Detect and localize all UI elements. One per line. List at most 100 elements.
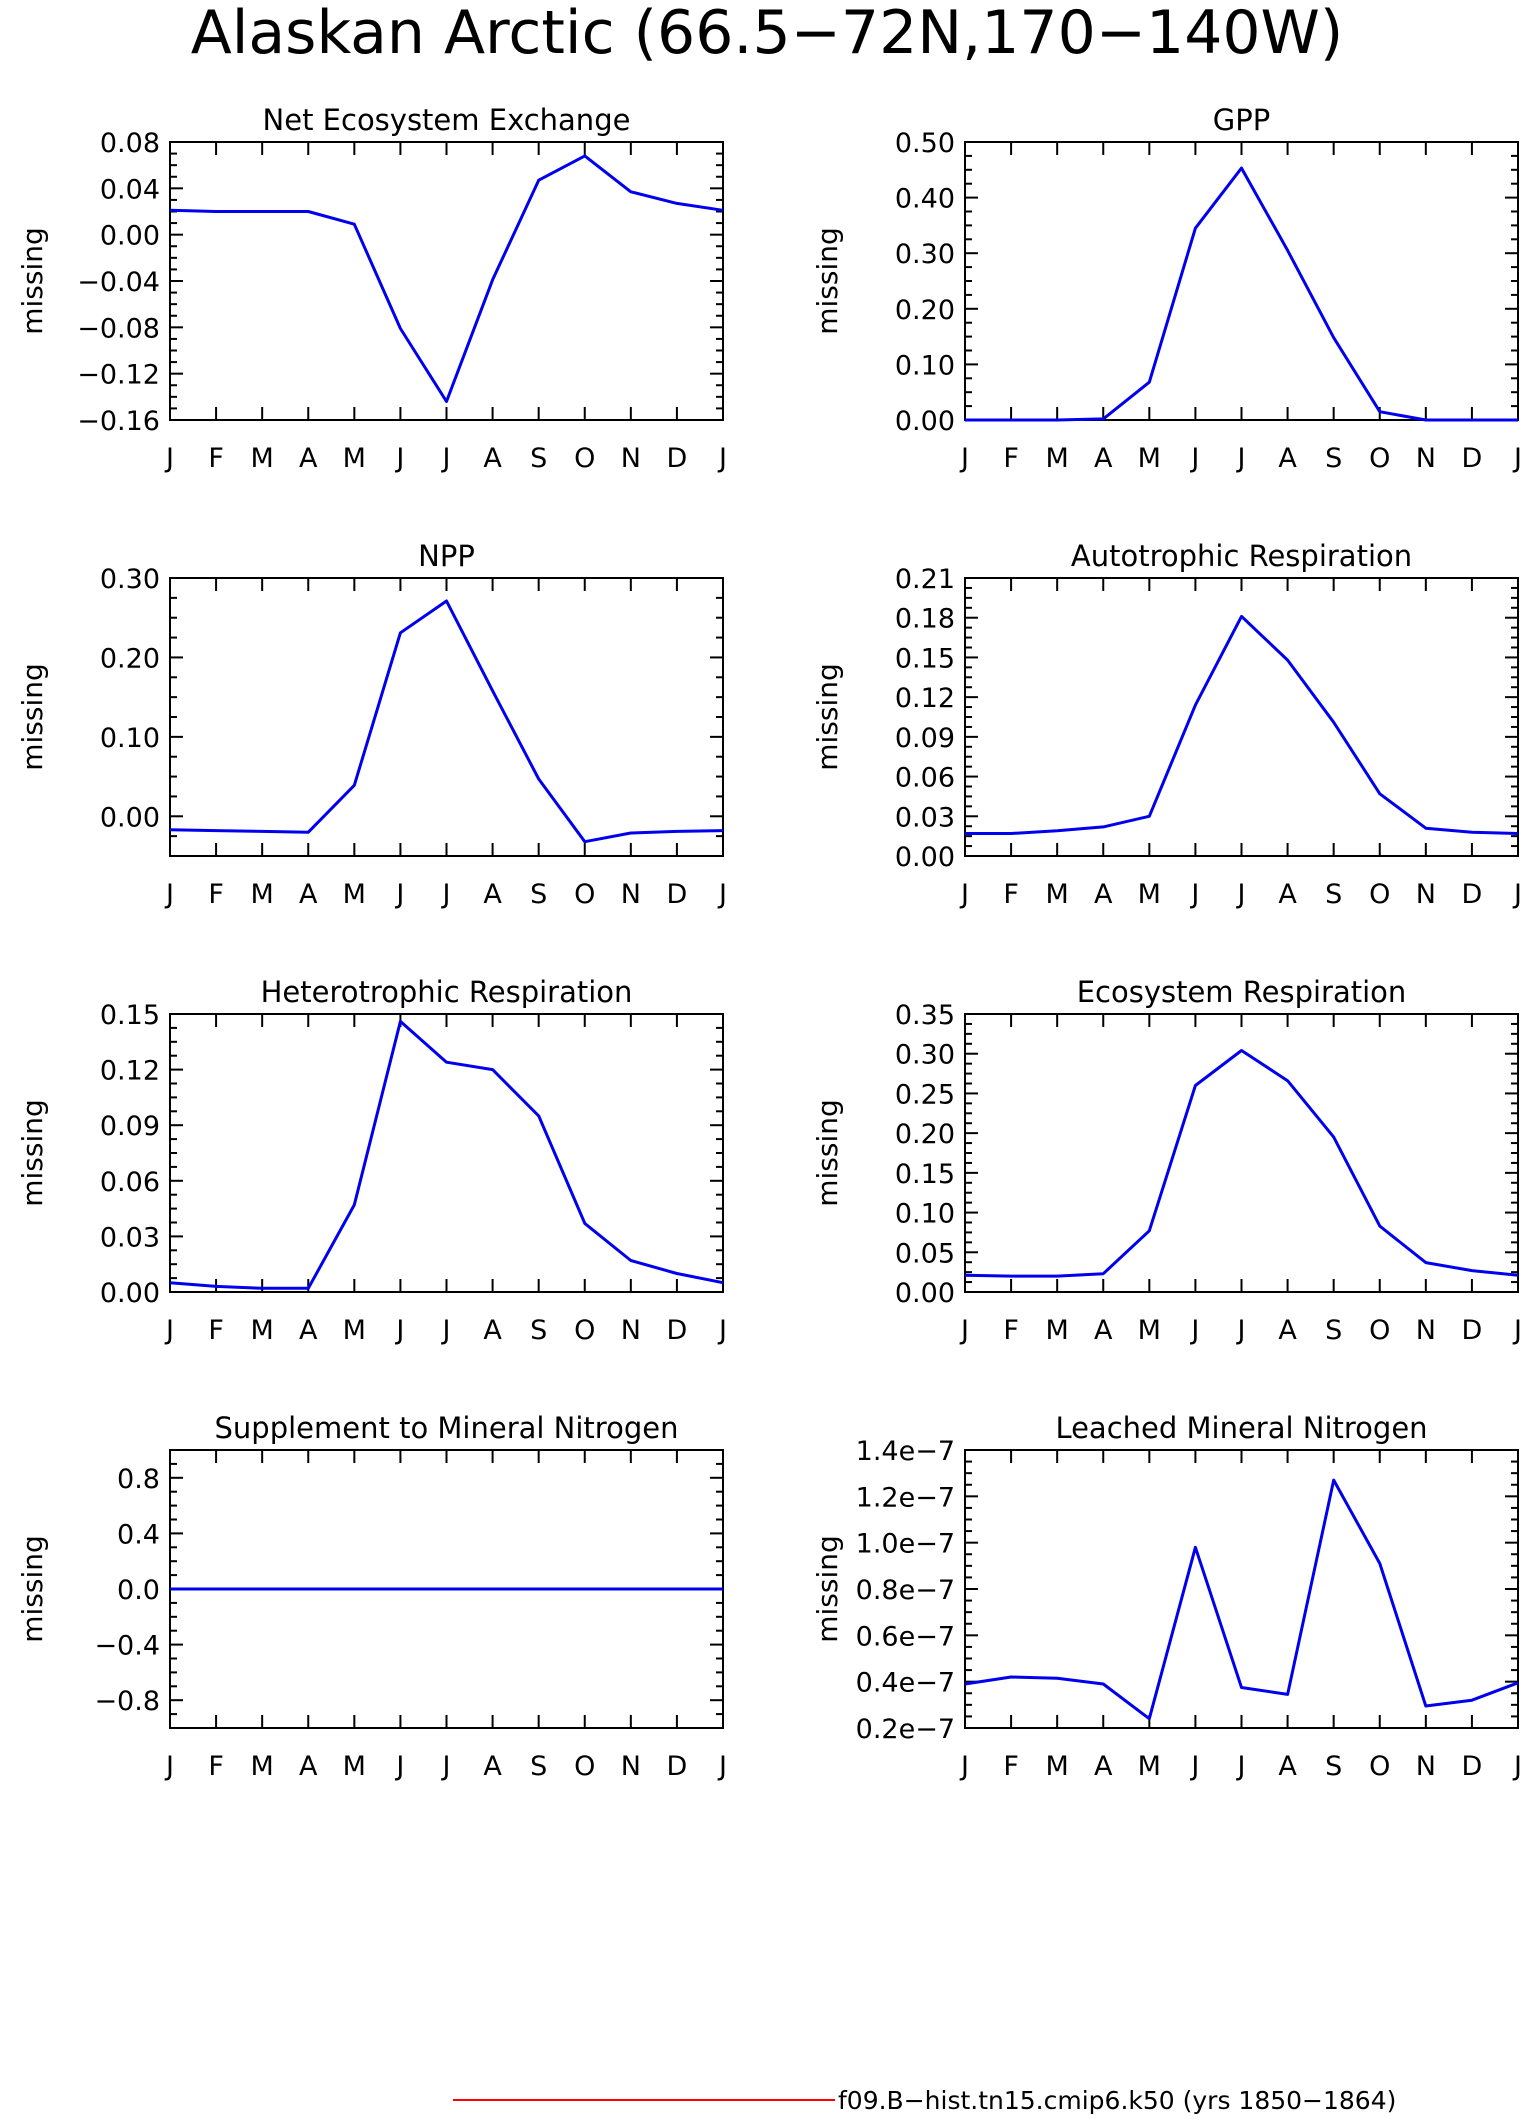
y-tick-label: 0.00 bbox=[895, 1278, 955, 1309]
main-title: Alaskan Arctic (66.5−72N,170−140W) bbox=[191, 0, 1344, 68]
x-tick-label: N bbox=[621, 879, 641, 910]
y-tick-label: 0.09 bbox=[100, 1111, 160, 1142]
y-axis-label: missing bbox=[811, 227, 844, 335]
y-tick-label: 0.30 bbox=[895, 239, 955, 270]
x-tick-label: J bbox=[959, 1751, 969, 1782]
y-tick-label: 0.0 bbox=[117, 1575, 160, 1606]
chart-panel-6: Ecosystem Respiration missing 0.00 0.05 0.10… bbox=[811, 975, 1522, 1346]
x-tick-label: A bbox=[299, 1751, 318, 1782]
legend-label: f09.B−hist.tn15.cmip6.k50 (yrs 1850−1864… bbox=[838, 2086, 1396, 2115]
y-axis-label: missing bbox=[16, 663, 49, 771]
x-tick-label: M bbox=[251, 1751, 274, 1782]
x-tick-label: J bbox=[164, 879, 174, 910]
y-tick-label: 0.50 bbox=[895, 128, 955, 159]
plot-frame bbox=[169, 577, 724, 857]
y-tick-label: 0.20 bbox=[100, 643, 160, 674]
y-tick-label: 0.15 bbox=[895, 643, 955, 674]
x-tick-label: A bbox=[1094, 1751, 1113, 1782]
x-tick-label: J bbox=[1512, 443, 1522, 474]
y-tick-label: 0.09 bbox=[895, 723, 955, 754]
y-axis-label: missing bbox=[16, 1099, 49, 1207]
x-tick-label: D bbox=[1462, 443, 1483, 474]
x-tick-label: J bbox=[441, 1751, 451, 1782]
y-axis-label: missing bbox=[16, 227, 49, 335]
x-tick-label: A bbox=[299, 443, 318, 474]
x-tick-label: N bbox=[1416, 879, 1436, 910]
x-tick-label: F bbox=[1003, 1751, 1019, 1782]
x-tick-label: S bbox=[1325, 879, 1342, 910]
x-tick-label: A bbox=[299, 879, 318, 910]
x-tick-label: F bbox=[1003, 443, 1019, 474]
y-tick-label: 0.00 bbox=[100, 1278, 160, 1309]
x-tick-label: M bbox=[1046, 1751, 1069, 1782]
y-tick-label: 0.00 bbox=[895, 842, 955, 873]
panel-title: Autotrophic Respiration bbox=[1071, 539, 1412, 573]
x-tick-label: J bbox=[1189, 1315, 1199, 1346]
x-tick-label: M bbox=[343, 879, 366, 910]
x-tick-label: J bbox=[394, 1315, 404, 1346]
y-tick-label: 0.20 bbox=[895, 1119, 955, 1150]
y-tick-label: −0.8 bbox=[94, 1686, 160, 1717]
x-tick-label: J bbox=[441, 443, 451, 474]
y-tick-label: 0.03 bbox=[895, 802, 955, 833]
x-tick-label: N bbox=[1416, 1315, 1436, 1346]
x-tick-label: O bbox=[1369, 879, 1390, 910]
y-tick-label: 1.0e−7 bbox=[856, 1529, 955, 1560]
x-tick-label: A bbox=[1094, 879, 1113, 910]
x-tick-label: J bbox=[1189, 879, 1199, 910]
y-tick-label: 0.30 bbox=[895, 1040, 955, 1071]
x-tick-label: M bbox=[251, 1315, 274, 1346]
panels: Net Ecosystem Exchange missing −0.16 −0.12 −… bbox=[16, 103, 1522, 1782]
x-tick-label: M bbox=[343, 443, 366, 474]
x-tick-label: N bbox=[1416, 443, 1436, 474]
y-tick-label: 0.00 bbox=[100, 221, 160, 252]
chart-panel-1: Net Ecosystem Exchange missing −0.16 −0.12 −… bbox=[16, 103, 727, 474]
x-tick-label: D bbox=[1462, 879, 1483, 910]
x-tick-label: J bbox=[717, 1751, 727, 1782]
x-tick-label: J bbox=[717, 879, 727, 910]
y-tick-label: 0.20 bbox=[895, 295, 955, 326]
y-tick-label: 0.10 bbox=[895, 350, 955, 381]
x-tick-label: J bbox=[1512, 1315, 1522, 1346]
y-tick-label: 0.6e−7 bbox=[856, 1621, 955, 1652]
x-tick-label: J bbox=[1189, 1751, 1199, 1782]
x-tick-label: A bbox=[483, 1315, 502, 1346]
y-tick-label: 0.18 bbox=[895, 604, 955, 635]
panel-title: Supplement to Mineral Nitrogen bbox=[215, 1411, 679, 1445]
plot-frame bbox=[964, 141, 1519, 421]
x-tick-label: J bbox=[394, 443, 404, 474]
y-tick-label: 0.25 bbox=[895, 1079, 955, 1110]
x-tick-label: O bbox=[1369, 1751, 1390, 1782]
x-tick-label: F bbox=[1003, 1315, 1019, 1346]
plot-frame bbox=[169, 141, 724, 421]
x-tick-label: J bbox=[1236, 1751, 1246, 1782]
y-tick-label: 0.05 bbox=[895, 1238, 955, 1269]
x-tick-label: J bbox=[959, 443, 969, 474]
x-tick-label: S bbox=[530, 879, 547, 910]
x-tick-label: M bbox=[1138, 443, 1161, 474]
x-tick-label: F bbox=[208, 1751, 224, 1782]
x-tick-label: J bbox=[959, 1315, 969, 1346]
y-axis-label: missing bbox=[811, 1099, 844, 1207]
y-tick-label: 1.2e−7 bbox=[856, 1482, 955, 1513]
x-tick-label: J bbox=[717, 1315, 727, 1346]
y-tick-label: 0.06 bbox=[895, 763, 955, 794]
panel-title: Heterotrophic Respiration bbox=[261, 975, 633, 1009]
y-tick-label: 0.08 bbox=[100, 128, 160, 159]
x-tick-label: J bbox=[1189, 443, 1199, 474]
y-tick-label: 0.12 bbox=[100, 1056, 160, 1087]
x-tick-label: A bbox=[1094, 1315, 1113, 1346]
x-tick-label: D bbox=[1462, 1751, 1483, 1782]
x-tick-label: F bbox=[208, 1315, 224, 1346]
x-tick-label: D bbox=[667, 879, 688, 910]
series-line bbox=[169, 599, 724, 844]
x-tick-label: D bbox=[1462, 1315, 1483, 1346]
y-tick-label: 0.10 bbox=[100, 723, 160, 754]
y-tick-label: 0.00 bbox=[895, 406, 955, 437]
plot-frame bbox=[169, 1013, 724, 1293]
y-tick-label: −0.12 bbox=[77, 360, 160, 391]
x-tick-label: O bbox=[1369, 443, 1390, 474]
x-tick-label: S bbox=[530, 443, 547, 474]
panel-title: Net Ecosystem Exchange bbox=[263, 103, 631, 137]
